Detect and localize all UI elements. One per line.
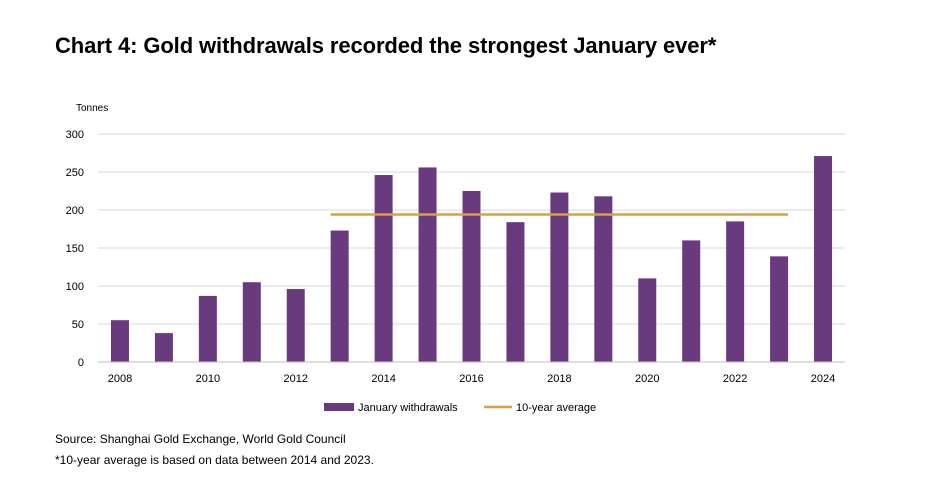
y-tick-label: 250 bbox=[66, 167, 84, 179]
legend-label-10-year-average: 10-year average bbox=[516, 402, 596, 414]
chart-title: Chart 4: Gold withdrawals recorded the s… bbox=[55, 33, 717, 58]
source-note: Source: Shanghai Gold Exchange, World Go… bbox=[55, 432, 346, 446]
bar-2016 bbox=[462, 191, 481, 362]
y-tick-labels: 0 50 100 150 200 250 300 bbox=[66, 129, 84, 369]
x-tick-label: 2008 bbox=[108, 373, 132, 385]
bars bbox=[110, 156, 833, 362]
x-tick-label: 2020 bbox=[635, 373, 659, 385]
x-tick-label: 2022 bbox=[723, 373, 747, 385]
y-tick-label: 300 bbox=[66, 129, 84, 141]
legend-swatch-january-withdrawals bbox=[324, 403, 354, 411]
y-tick-label: 200 bbox=[66, 205, 84, 217]
x-tick-labels: 2008 2010 2012 2014 2016 2018 2020 2022 2024 bbox=[108, 373, 836, 385]
x-tick-label: 2018 bbox=[547, 373, 571, 385]
bar-2015 bbox=[418, 167, 437, 362]
bar-2009 bbox=[154, 333, 173, 362]
y-tick-label: 100 bbox=[66, 281, 84, 293]
bar-2020 bbox=[638, 278, 657, 362]
x-tick-label: 2012 bbox=[283, 373, 307, 385]
x-tick-label: 2016 bbox=[459, 373, 483, 385]
x-tick-label: 2024 bbox=[811, 373, 835, 385]
footnote: *10-year average is based on data betwee… bbox=[55, 453, 374, 467]
x-tick-label: 2014 bbox=[371, 373, 395, 385]
bar-2013 bbox=[330, 230, 349, 362]
y-tick-label: 0 bbox=[78, 357, 84, 369]
x-tick-label: 2010 bbox=[196, 373, 220, 385]
bar-2021 bbox=[682, 240, 701, 362]
bar-2022 bbox=[726, 221, 745, 362]
bar-2014 bbox=[374, 175, 393, 362]
y-axis-label: Tonnes bbox=[76, 103, 108, 114]
bar-2010 bbox=[198, 295, 217, 362]
legend: January withdrawals 10-year average bbox=[324, 402, 596, 414]
bar-2011 bbox=[242, 282, 261, 362]
bar-2019 bbox=[594, 196, 613, 362]
bar-2012 bbox=[286, 289, 305, 362]
legend-label-january-withdrawals: January withdrawals bbox=[358, 402, 458, 414]
bar-2017 bbox=[506, 222, 525, 362]
bar-2023 bbox=[770, 256, 789, 362]
bar-2008 bbox=[110, 320, 129, 362]
y-tick-label: 50 bbox=[72, 319, 84, 331]
bar-2018 bbox=[550, 192, 569, 362]
y-tick-label: 150 bbox=[66, 243, 84, 255]
bar-2024 bbox=[814, 156, 833, 362]
